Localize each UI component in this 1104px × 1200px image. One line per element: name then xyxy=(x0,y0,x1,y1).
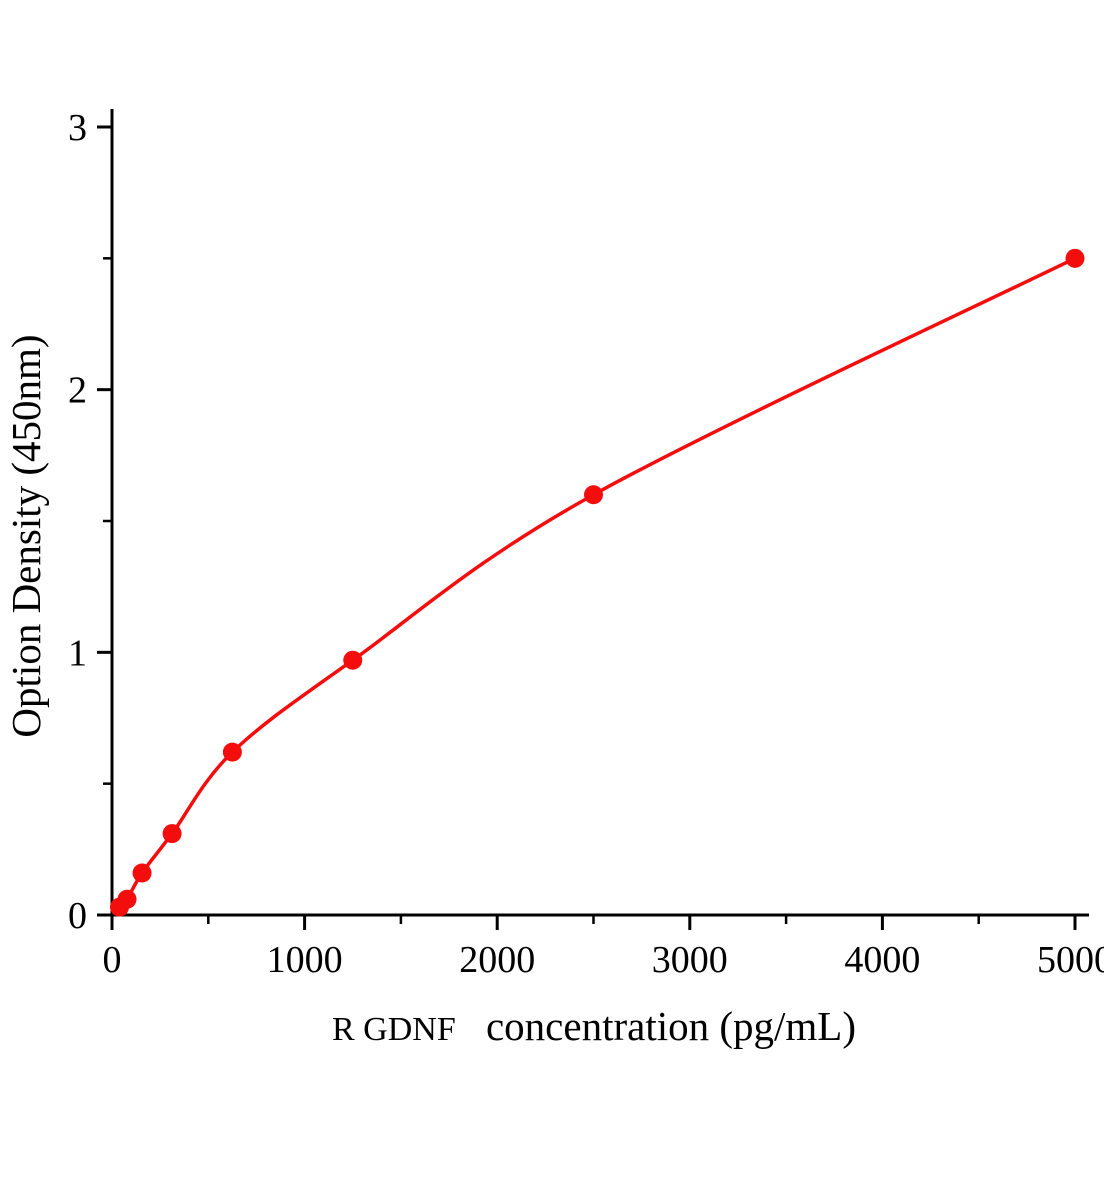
data-point-marker xyxy=(117,889,137,909)
axes-layer: 0 1000 2000 3000 4000 5000 0 1 2 3 xyxy=(68,107,1104,981)
x-tick-label: 0 xyxy=(103,939,122,981)
data-point-marker xyxy=(584,485,603,505)
data-point-marker xyxy=(132,863,152,883)
data-point-marker xyxy=(1065,248,1085,268)
data-series-layer xyxy=(110,248,1085,917)
y-tick-label: 1 xyxy=(68,632,87,674)
x-axis-title-main: concentration (pg/mL) xyxy=(486,1003,856,1049)
y-tick-label: 3 xyxy=(68,107,87,149)
x-tick-label: 5000 xyxy=(1037,939,1104,981)
data-point-marker xyxy=(343,650,363,670)
x-axis-title-prefix: R GDNF xyxy=(332,1011,456,1048)
y-axis-title: Option Density (450nm) xyxy=(3,334,49,737)
standard-curve-line xyxy=(117,256,1077,909)
x-tick-label: 1000 xyxy=(267,939,343,981)
x-tick-label: 3000 xyxy=(652,939,728,981)
data-point-marker xyxy=(162,824,182,844)
data-point-marker xyxy=(222,742,242,762)
x-tick-label: 2000 xyxy=(459,939,535,981)
y-tick-label: 0 xyxy=(68,895,87,937)
y-tick-label: 2 xyxy=(68,370,87,412)
x-axis-title: R GDNF concentration (pg/mL) xyxy=(332,1003,856,1049)
x-tick-label: 4000 xyxy=(844,939,920,981)
